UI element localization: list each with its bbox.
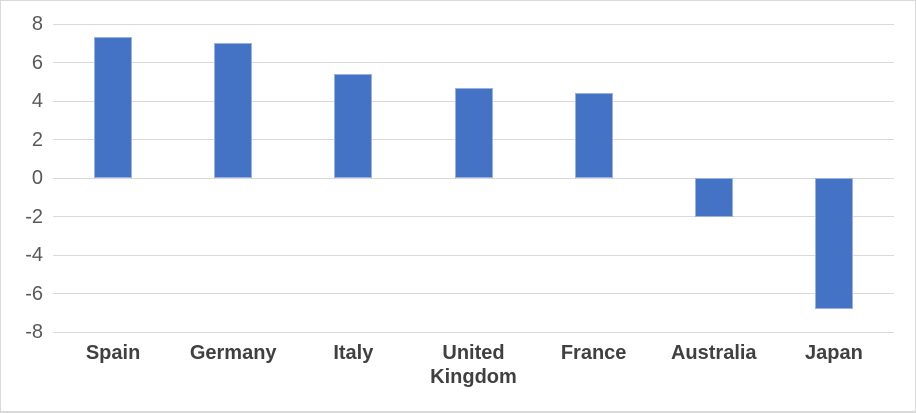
- gridline-6: [53, 62, 894, 63]
- gridline--6: [53, 293, 894, 294]
- bar-germany: [214, 43, 253, 178]
- y-tick-label-0: 0: [31, 167, 43, 189]
- bar-japan: [814, 178, 853, 309]
- gridline--4: [53, 254, 894, 256]
- y-tick-label--4: -4: [25, 244, 43, 266]
- x-category-label-japan: Japan: [805, 342, 863, 364]
- gridline--2: [53, 216, 894, 217]
- y-axis: 8 6 4 2 0 -2 -4 -6 -8: [1, 14, 43, 342]
- gridline--8: [53, 331, 894, 333]
- plot-area: [53, 23, 894, 333]
- gridline-0: [53, 177, 894, 179]
- y-tick-label--6: -6: [25, 282, 43, 305]
- x-category-label-spain: Spain: [85, 342, 141, 364]
- bar-italy: [334, 74, 373, 178]
- x-category-label-australia: Australia: [670, 342, 757, 364]
- x-axis: Spain Germany Italy United Kingdom France Aus…: [53, 341, 894, 390]
- bar-spain: [94, 37, 133, 178]
- y-tick-label-8: 8: [31, 13, 43, 35]
- x-category-label-italy: Italy: [333, 342, 374, 364]
- y-tick-label--8: -8: [25, 321, 43, 343]
- gridline-8: [53, 23, 894, 25]
- y-tick-label-6: 6: [31, 51, 43, 74]
- bar-france: [574, 93, 613, 178]
- x-category-label-france: France: [560, 342, 627, 364]
- x-category-label-germany: Germany: [189, 342, 277, 364]
- bar-united-kingdom: [454, 87, 493, 178]
- x-category-label-united-kingdom: United Kingdom: [430, 342, 517, 389]
- y-tick-label-2: 2: [31, 128, 43, 151]
- y-tick-label-4: 4: [31, 90, 43, 112]
- bar-australia: [694, 178, 733, 217]
- y-tick-label--2: -2: [25, 205, 43, 228]
